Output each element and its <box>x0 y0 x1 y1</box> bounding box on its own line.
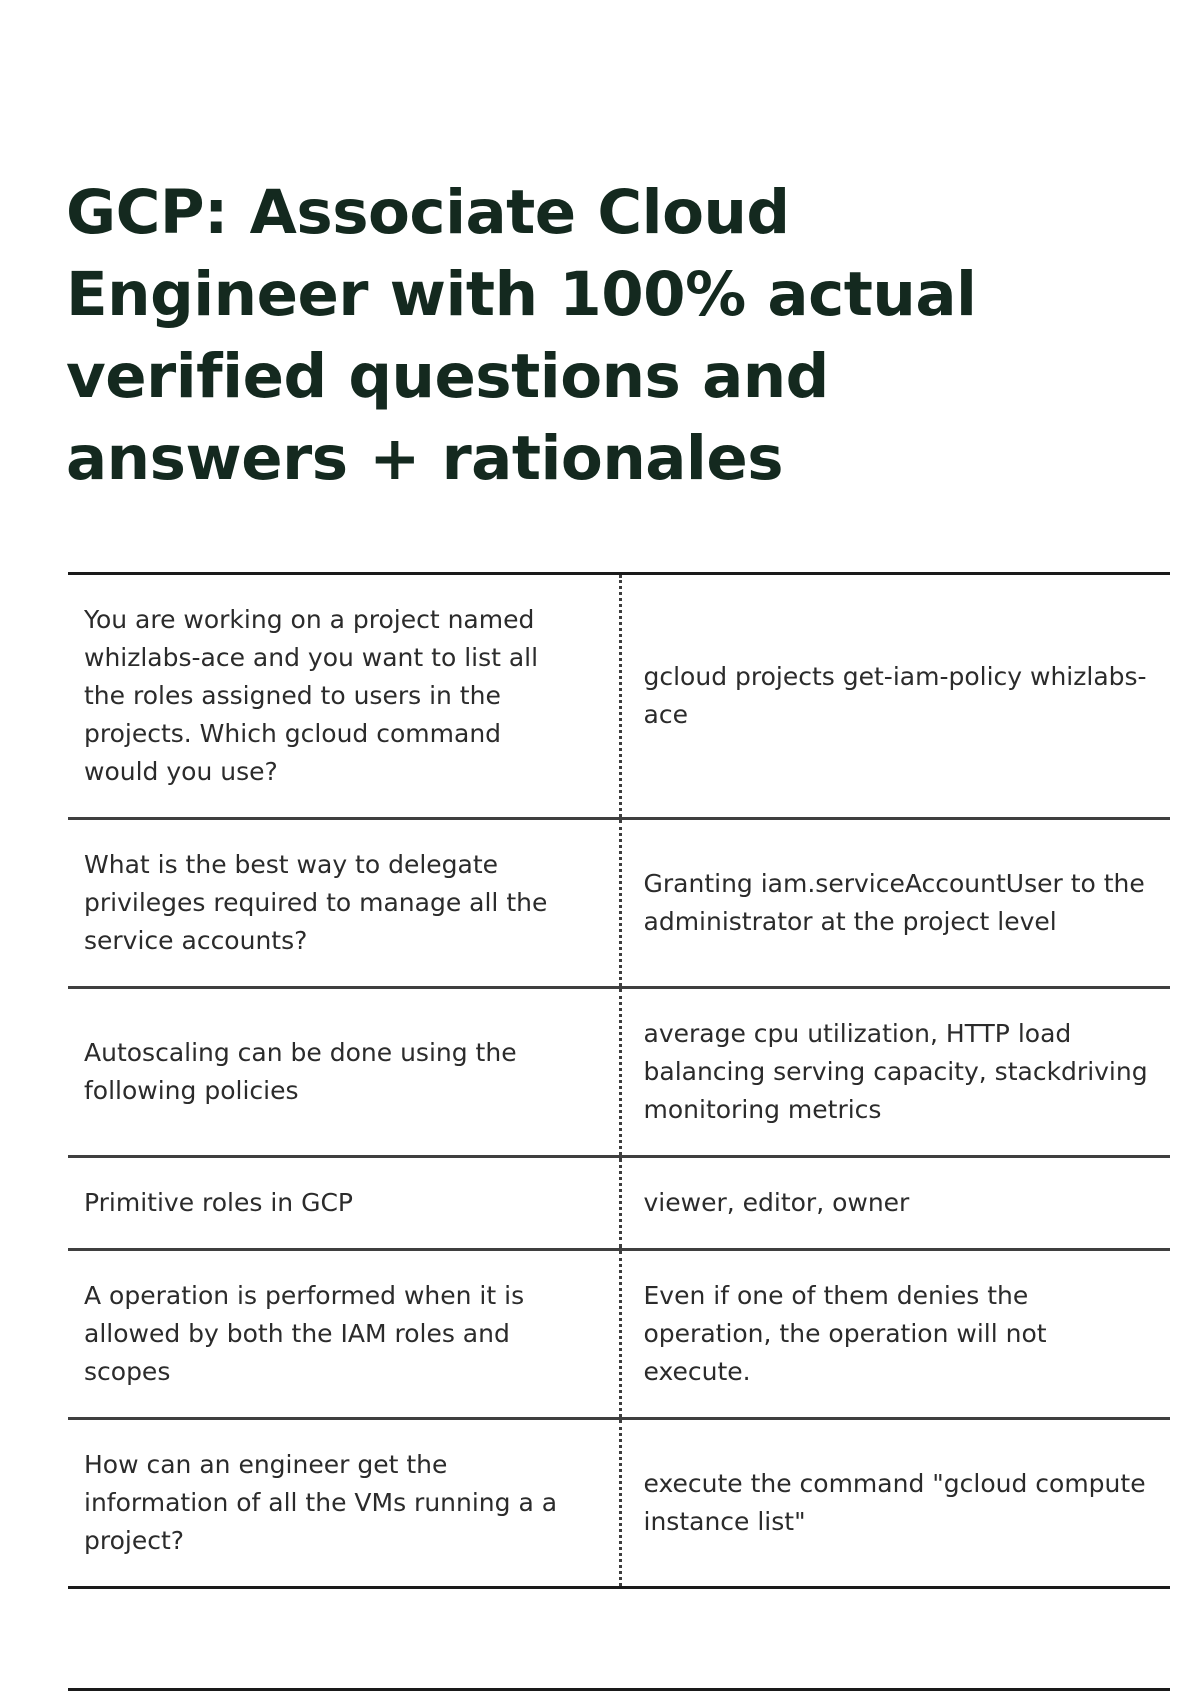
question-cell: How can an engineer get the information … <box>68 1418 622 1588</box>
page-title: GCP: Associate Cloud Engineer with 100% … <box>66 177 977 494</box>
answer-cell: gcloud projects get-iam-policy whizlabs-… <box>620 574 1170 819</box>
answer-cell: Granting iam.serviceAccountUser to the a… <box>620 819 1170 988</box>
answer-text: viewer, editor, owner <box>643 1188 910 1217</box>
question-cell: A operation is performed when it is allo… <box>68 1249 622 1419</box>
table-row: What is the best way to delegate privile… <box>68 818 1170 988</box>
question-text: You are working on a project named whizl… <box>84 605 539 786</box>
answer-text: gcloud projects get-iam-policy whizlabs-… <box>643 662 1147 729</box>
qa-table-body: You are working on a project named whizl… <box>68 573 1170 1588</box>
table-row: Autoscaling can be done using the follow… <box>68 987 1170 1157</box>
question-text: How can an engineer get the information … <box>84 1450 558 1555</box>
answer-text: execute the command "gcloud compute inst… <box>643 1469 1146 1536</box>
question-cell: What is the best way to delegate privile… <box>68 818 622 988</box>
table-row: You are working on a project named whizl… <box>68 573 1170 819</box>
answer-cell: execute the command "gcloud compute inst… <box>620 1419 1170 1588</box>
answer-text: average cpu utilization, HTTP load balan… <box>643 1019 1148 1124</box>
question-text: Primitive roles in GCP <box>84 1188 353 1217</box>
question-cell: You are working on a project named whizl… <box>68 573 622 819</box>
question-text: Autoscaling can be done using the follow… <box>84 1038 517 1105</box>
answer-text: Granting iam.serviceAccountUser to the a… <box>643 869 1145 936</box>
footer-divider <box>68 1688 1170 1691</box>
qa-table: You are working on a project named whizl… <box>68 572 1170 1589</box>
question-text: What is the best way to delegate privile… <box>84 850 548 955</box>
answer-cell: Even if one of them denies the operation… <box>620 1250 1170 1419</box>
table-row: Primitive roles in GCP viewer, editor, o… <box>68 1156 1170 1250</box>
table-row: A operation is performed when it is allo… <box>68 1249 1170 1419</box>
question-cell: Autoscaling can be done using the follow… <box>68 987 622 1157</box>
question-text: A operation is performed when it is allo… <box>84 1281 525 1386</box>
table-row: How can an engineer get the information … <box>68 1418 1170 1588</box>
answer-cell: viewer, editor, owner <box>620 1157 1170 1250</box>
answer-cell: average cpu utilization, HTTP load balan… <box>620 988 1170 1157</box>
question-cell: Primitive roles in GCP <box>68 1156 622 1250</box>
answer-text: Even if one of them denies the operation… <box>643 1281 1047 1386</box>
